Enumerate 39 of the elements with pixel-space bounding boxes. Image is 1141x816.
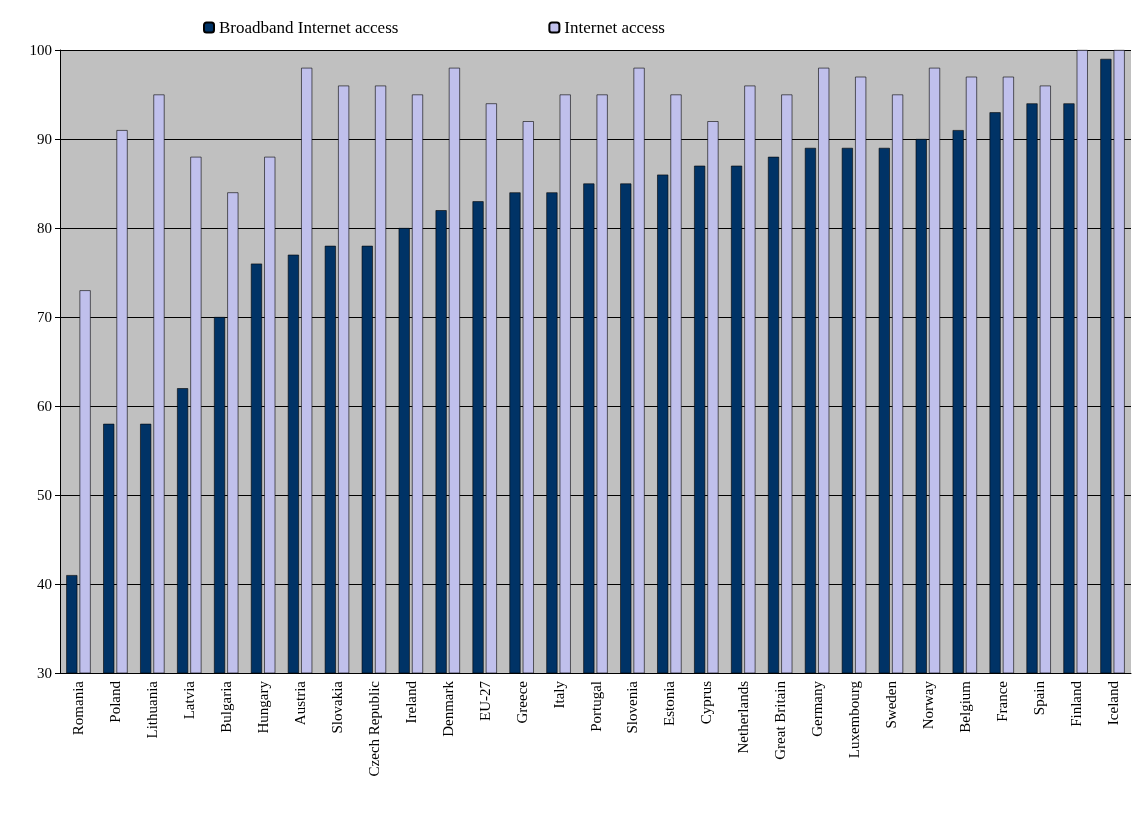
x-tick-label: Austria	[292, 680, 309, 726]
x-tick-label: Greece	[513, 680, 530, 724]
x-tick-label: Slovakia	[328, 680, 345, 734]
x-tick-label: Slovenia	[624, 680, 641, 734]
x-tick-label: Luxembourg	[846, 680, 863, 759]
x-tick-label: Iceland	[1104, 680, 1121, 726]
x-tick-label: Germany	[809, 680, 826, 737]
y-tick-label: 30	[37, 665, 52, 681]
legend-label: Broadband Internet access	[219, 18, 399, 37]
legend-label: Internet access	[564, 18, 665, 37]
x-tick-label: Latvia	[181, 680, 198, 720]
x-tick-label: Finland	[1067, 680, 1084, 727]
y-tick-label: 50	[37, 487, 52, 503]
x-tick-label: Poland	[107, 680, 124, 723]
y-tick-label: 60	[37, 398, 52, 414]
x-tick-label: Ireland	[402, 680, 419, 724]
x-tick-label: Great Britain	[772, 680, 789, 760]
x-tick-label: Spain	[1030, 680, 1047, 716]
x-tick-label: EU-27	[476, 680, 493, 721]
x-tick-label: France	[993, 680, 1010, 722]
y-tick-label: 100	[29, 42, 52, 58]
y-tick-label: 70	[37, 309, 52, 325]
y-tick-label: 90	[37, 131, 52, 147]
y-tick-label: 80	[37, 220, 52, 236]
x-tick-label: Netherlands	[735, 680, 752, 754]
x-tick-label: Denmark	[439, 680, 456, 737]
x-tick-label: Hungary	[255, 680, 272, 734]
x-tick-label: Bulgaria	[218, 680, 235, 733]
x-tick-label: Lithuania	[144, 680, 161, 739]
x-tick-label: Portugal	[587, 681, 604, 732]
y-tick-label: 40	[37, 576, 52, 592]
x-tick-label: Sweden	[882, 680, 899, 729]
x-tick-label: Norway	[919, 680, 936, 730]
x-tick-label: Romania	[70, 680, 87, 736]
x-tick-label: Cyprus	[698, 680, 715, 725]
x-tick-label: Belgium	[956, 680, 973, 733]
x-tick-label: Estonia	[661, 680, 678, 726]
x-tick-label: Italy	[550, 680, 567, 709]
x-tick-label: Czech Republic	[365, 680, 382, 777]
